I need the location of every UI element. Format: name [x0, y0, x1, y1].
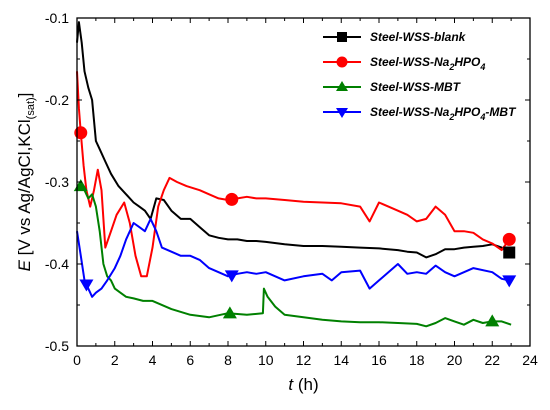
x-axis-unit: (h)	[293, 375, 319, 394]
series-line-steel-wss-na2hpo4	[76, 71, 511, 278]
y-axis-symbol: E	[15, 259, 34, 271]
series-marker-steel-wss-blank	[503, 246, 516, 259]
x-tick-label: 12	[296, 352, 312, 368]
x-tick-label: 14	[333, 352, 349, 368]
series-marker-steel-wss-na2hpo4	[74, 126, 88, 140]
series-marker-steel-wss-na2hpo4	[225, 192, 239, 206]
legend-marker	[337, 32, 347, 42]
legend-marker	[336, 108, 348, 118]
y-tick-label: -0.2	[45, 92, 69, 108]
plot-markers	[73, 126, 517, 327]
legend-label: Steel-WSS-Na2HPO4-MBT	[370, 105, 517, 122]
series-line-steel-wss-mbt	[76, 185, 512, 328]
legend-marker	[336, 56, 348, 68]
x-tick-label: 16	[371, 352, 387, 368]
x-tick-label: 6	[186, 352, 194, 368]
x-axis-label: t (h)	[288, 375, 318, 394]
series-line-steel-wss-na2hpo4-mbt	[76, 217, 510, 298]
x-tick-label: 10	[258, 352, 274, 368]
x-tick-label: 8	[224, 352, 232, 368]
y-tick-label: -0.4	[45, 256, 69, 272]
series-marker-steel-wss-na2hpo4-mbt	[79, 279, 94, 292]
x-tick-label: 0	[73, 352, 81, 368]
legend-label: Steel-WSS-MBT	[370, 80, 462, 94]
y-tick-label: -0.5	[45, 338, 69, 354]
legend-label: Steel-WSS-blank	[370, 30, 467, 44]
x-axis-symbol: t	[288, 375, 294, 394]
series-marker-steel-wss-na2hpo4-mbt	[224, 270, 239, 283]
y-axis-label: E [V vs Ag/AgCl,KCl(sat)]	[15, 93, 37, 272]
x-tick-label: 2	[111, 352, 119, 368]
series-marker-steel-wss-na2hpo4	[502, 232, 516, 246]
legend-label: Steel-WSS-Na2HPO4	[370, 55, 485, 72]
x-tick-label: 22	[484, 352, 500, 368]
axis-ticks	[76, 17, 531, 347]
axis-tick-labels: 0 2 4 6 8 10 12 14 16 18 20 22 24-0.1-0.2-0.3-0.4-0.…	[45, 10, 538, 368]
y-axis-text: [V vs Ag/AgCl,KCl	[15, 119, 34, 260]
series-marker-steel-wss-mbt	[222, 306, 237, 319]
series-marker-steel-wss-mbt	[485, 314, 500, 327]
x-tick-label: 4	[149, 352, 157, 368]
x-tick-label: 20	[447, 352, 463, 368]
y-tick-label: -0.3	[45, 174, 69, 190]
y-tick-label: -0.1	[45, 10, 69, 26]
series-line-steel-wss-blank	[76, 21, 510, 259]
series-marker-steel-wss-na2hpo4-mbt	[502, 275, 517, 288]
y-axis-subscript: (sat)	[25, 97, 37, 119]
legend: Steel-WSS-blank Steel-WSS-Na2HPO4 Steel-WS…	[323, 30, 517, 122]
legend-marker	[336, 81, 348, 91]
plot-lines	[76, 21, 512, 328]
y-axis-bracket: ]	[15, 93, 34, 98]
x-tick-label: 18	[409, 352, 425, 368]
x-tick-label: 24	[522, 352, 538, 368]
